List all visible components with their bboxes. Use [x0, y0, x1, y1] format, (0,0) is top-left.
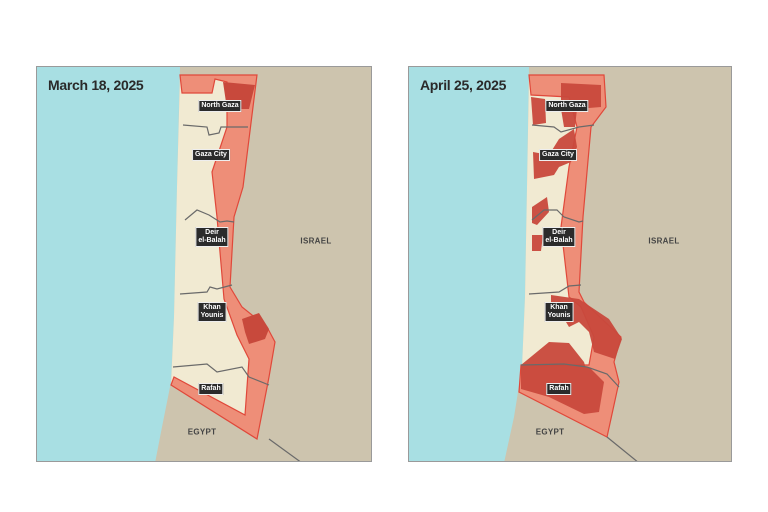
district-boundaries [520, 124, 638, 461]
map-panel-march: March 18, 2025 North Gaza Gaza City Deir… [36, 66, 372, 462]
label-israel: ISRAEL [648, 236, 680, 246]
label-deir-el-balah: Deir el-Balah [195, 227, 229, 247]
map-date-title: April 25, 2025 [420, 77, 507, 93]
map-panel-april: April 25, 2025 North Gaza Gaza City Deir… [408, 66, 732, 462]
label-north-gaza: North Gaza [198, 100, 242, 112]
label-egypt: EGYPT [187, 427, 217, 437]
map-date-title: March 18, 2025 [48, 77, 144, 93]
map-march [37, 67, 301, 461]
sea [37, 67, 180, 461]
label-egypt: EGYPT [535, 427, 565, 437]
label-gaza-city: Gaza City [539, 149, 577, 161]
dark-zone [521, 83, 622, 414]
label-north-gaza: North Gaza [545, 100, 589, 112]
label-rafah: Rafah [198, 383, 224, 395]
district-boundaries [172, 124, 301, 461]
label-khan-younis: Khan Younis [544, 302, 574, 322]
label-rafah: Rafah [546, 383, 572, 395]
sea [409, 67, 529, 461]
label-deir-el-balah: Deir el-Balah [542, 227, 576, 247]
restricted-zone [170, 74, 276, 440]
label-gaza-city: Gaza City [192, 149, 230, 161]
map-april [409, 67, 638, 461]
label-khan-younis: Khan Younis [197, 302, 227, 322]
label-israel: ISRAEL [300, 236, 332, 246]
